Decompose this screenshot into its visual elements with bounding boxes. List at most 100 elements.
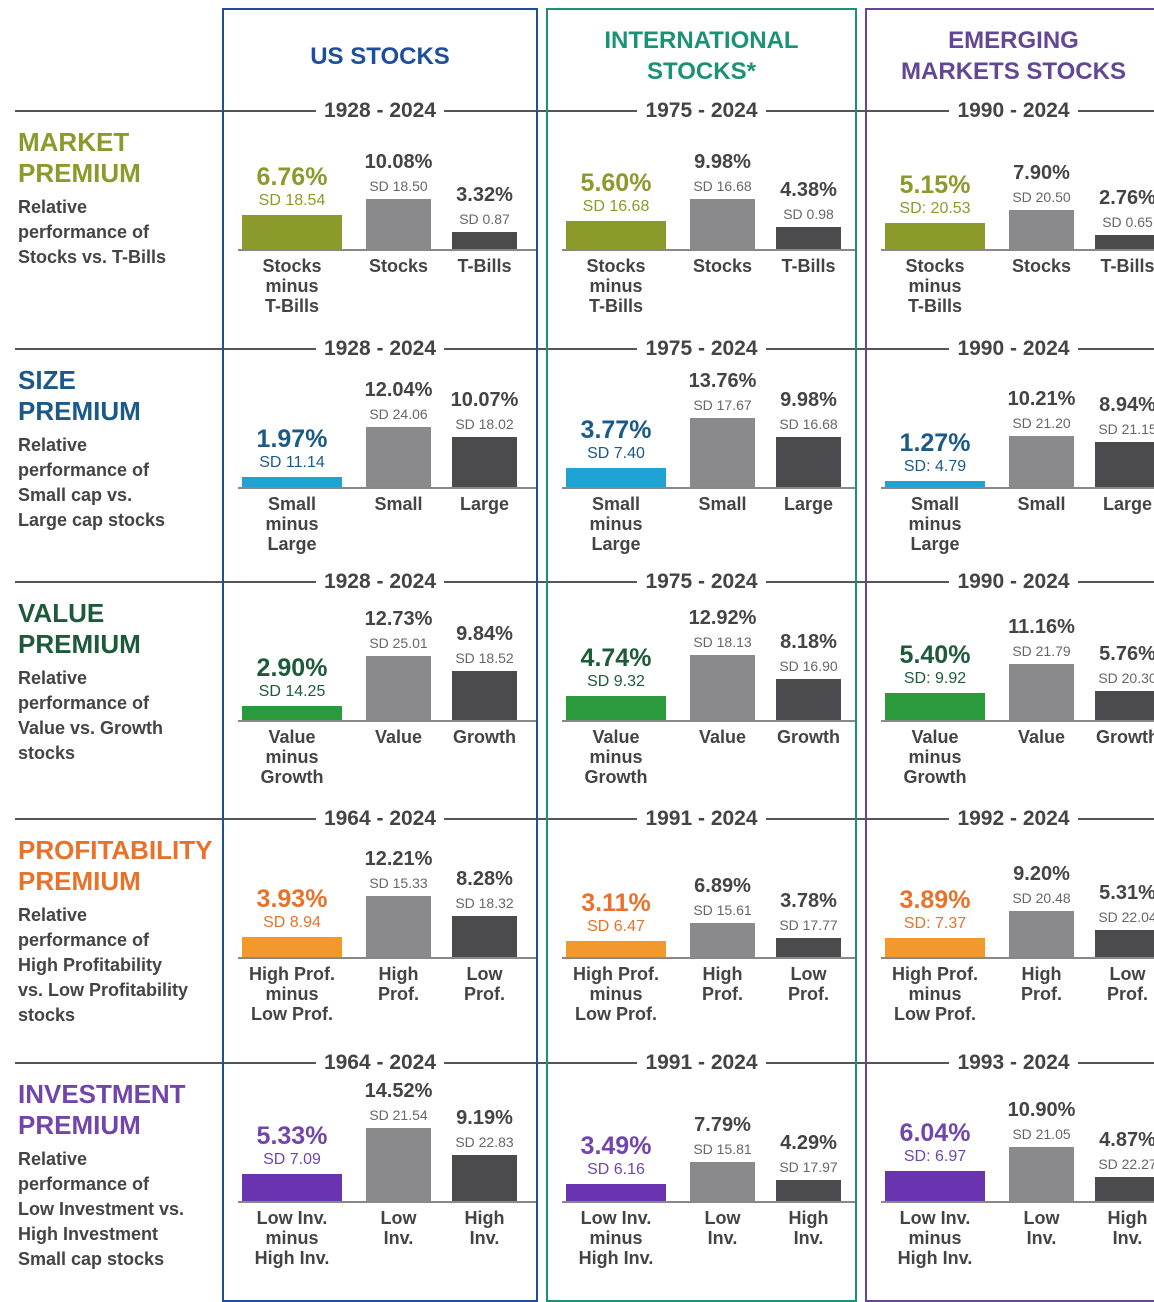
period: 1975 - 2024 xyxy=(622,336,782,362)
row-description: Relative performance of Value vs. Growth… xyxy=(18,666,218,766)
bar xyxy=(1095,235,1154,249)
period-label: 1990 - 2024 xyxy=(949,569,1077,595)
bar xyxy=(366,1128,431,1201)
column-title: INTERNATIONAL STOCKS* xyxy=(546,22,857,90)
baseline xyxy=(238,957,536,959)
row-description: Relative performance of Low Investment v… xyxy=(18,1147,218,1272)
bar-name: High Prof. minus Low Prof. xyxy=(875,964,995,1024)
bar-name: Large xyxy=(1068,494,1154,514)
sd-label: SD 8.94 xyxy=(222,914,362,932)
period: 1928 - 2024 xyxy=(300,569,460,595)
bar-name: Stocks minus T-Bills xyxy=(875,256,995,316)
value-label: 3.77% xyxy=(546,416,686,444)
value-label: 5.31% xyxy=(1068,882,1154,904)
bar xyxy=(885,1171,985,1201)
sd-label: SD 0.87 xyxy=(425,210,545,228)
baseline xyxy=(238,720,536,722)
period-label: 1975 - 2024 xyxy=(637,336,765,362)
bar xyxy=(566,941,666,957)
bar xyxy=(242,215,342,249)
bar-name: Large xyxy=(749,494,869,514)
bar-name: Stocks minus T-Bills xyxy=(232,256,352,316)
value-label: 11.16% xyxy=(982,616,1102,638)
sd-label: SD: 4.79 xyxy=(865,458,1005,476)
value-label: 8.28% xyxy=(425,868,545,890)
baseline xyxy=(881,957,1154,959)
bar xyxy=(776,227,841,249)
row-title: INVESTMENT PREMIUM xyxy=(18,1079,218,1141)
column-title: EMERGING MARKETS STOCKS xyxy=(865,22,1154,90)
period: 1991 - 2024 xyxy=(622,806,782,832)
value-label: 10.07% xyxy=(425,389,545,411)
value-label: 7.90% xyxy=(982,162,1102,184)
period-label: 1928 - 2024 xyxy=(316,569,444,595)
period-label: 1928 - 2024 xyxy=(316,98,444,124)
bar-name: High Inv. xyxy=(425,1208,545,1248)
row-description: Relative performance of Stocks vs. T-Bil… xyxy=(18,195,218,270)
value-label: 9.19% xyxy=(425,1107,545,1129)
bar xyxy=(366,199,431,249)
bar-name: Large xyxy=(425,494,545,514)
baseline xyxy=(238,487,536,489)
baseline xyxy=(562,720,855,722)
bar xyxy=(776,437,841,487)
period-label: 1964 - 2024 xyxy=(316,1050,444,1076)
row-title: PROFITABILITY PREMIUM xyxy=(18,835,218,897)
value-label: 8.94% xyxy=(1068,394,1154,416)
bar xyxy=(242,937,342,957)
period: 1990 - 2024 xyxy=(934,336,1094,362)
period: 1964 - 2024 xyxy=(300,1050,460,1076)
sd-label: SD 9.32 xyxy=(546,673,686,691)
bar xyxy=(452,671,517,720)
bar-name: Growth xyxy=(749,727,869,747)
bar xyxy=(1009,210,1074,250)
baseline xyxy=(238,1201,536,1203)
bar-name: Low Inv. minus High Inv. xyxy=(232,1208,352,1268)
bar-name: Small minus Large xyxy=(556,494,676,554)
bar-name: Low Prof. xyxy=(749,964,869,1004)
sd-label: SD 11.14 xyxy=(222,454,362,472)
period-label: 1964 - 2024 xyxy=(316,806,444,832)
bar xyxy=(366,656,431,720)
baseline xyxy=(562,1201,855,1203)
value-label: 8.18% xyxy=(749,631,869,653)
sd-label: SD 17.97 xyxy=(749,1158,869,1176)
bar xyxy=(690,199,755,249)
value-label: 9.98% xyxy=(663,151,783,173)
period: 1991 - 2024 xyxy=(622,1050,782,1076)
bar xyxy=(690,655,755,720)
sd-label: SD 18.02 xyxy=(425,415,545,433)
value-label: 5.76% xyxy=(1068,643,1154,665)
bar xyxy=(566,1184,666,1201)
sd-label: SD 22.27 xyxy=(1068,1155,1154,1173)
sd-label: SD 20.30 xyxy=(1068,669,1154,687)
sd-label: SD 22.04 xyxy=(1068,908,1154,926)
bar-name: Value minus Growth xyxy=(232,727,352,787)
bar xyxy=(776,1180,841,1201)
bar xyxy=(366,896,431,957)
bar xyxy=(1009,664,1074,720)
period: 1975 - 2024 xyxy=(622,98,782,124)
value-label: 10.90% xyxy=(982,1099,1102,1121)
value-label: 10.08% xyxy=(339,151,459,173)
period-label: 1991 - 2024 xyxy=(637,806,765,832)
period-label: 1975 - 2024 xyxy=(637,569,765,595)
bar-name: Stocks minus T-Bills xyxy=(556,256,676,316)
bar xyxy=(452,232,517,249)
value-label: 4.29% xyxy=(749,1132,869,1154)
sd-label: SD 22.83 xyxy=(425,1133,545,1151)
bar xyxy=(690,418,755,487)
row-description: Relative performance of High Profitabili… xyxy=(18,903,218,1028)
value-label: 4.87% xyxy=(1068,1129,1154,1151)
baseline xyxy=(562,957,855,959)
bar-name: Low Inv. minus High Inv. xyxy=(875,1208,995,1268)
bar-name: Low Prof. xyxy=(425,964,545,1004)
sd-label: SD: 7.37 xyxy=(865,915,1005,933)
bar-name: T-Bills xyxy=(1068,256,1154,276)
bar xyxy=(242,1174,342,1201)
value-label: 14.52% xyxy=(339,1080,459,1102)
bar xyxy=(885,223,985,249)
bar xyxy=(566,468,666,487)
sd-label: SD 0.98 xyxy=(749,205,869,223)
bar-name: Small minus Large xyxy=(875,494,995,554)
